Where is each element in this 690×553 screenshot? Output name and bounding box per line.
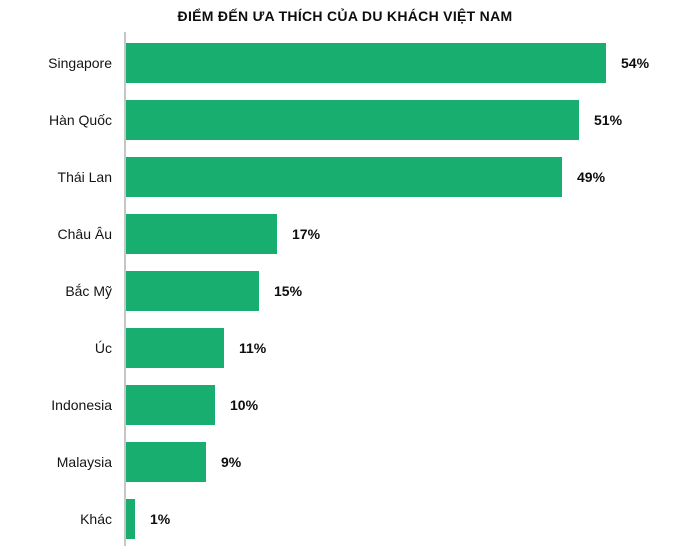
- bar-area: 54%: [126, 42, 650, 83]
- bar: [126, 99, 579, 140]
- category-label: Indonesia: [51, 396, 112, 413]
- category-label: Hàn Quốc: [48, 111, 112, 128]
- bar: [126, 270, 259, 311]
- category-label: Khác: [80, 510, 112, 527]
- bar-area: 15%: [126, 270, 303, 311]
- chart-plot-area: Singapore 54% Hàn Quốc 51% Thái Lan 49% Châu Â…: [0, 32, 690, 549]
- value-label: 11%: [239, 339, 267, 356]
- bar: [126, 213, 277, 254]
- chart-row: Thái Lan 49%: [0, 148, 690, 205]
- bar-area: 51%: [126, 99, 623, 140]
- value-label: 1%: [150, 510, 171, 527]
- chart-title: ĐIỂM ĐẾN ƯA THÍCH CỦA DU KHÁCH VIỆT NAM: [177, 8, 513, 24]
- bar: [126, 156, 562, 197]
- chart-row: Châu Âu 17%: [0, 205, 690, 262]
- bar-area: 11%: [126, 327, 267, 368]
- chart-row: Indonesia 10%: [0, 376, 690, 433]
- bar-area: 1%: [126, 498, 171, 539]
- bar-area: 10%: [126, 384, 259, 425]
- category-label: Thái Lan: [57, 168, 112, 185]
- chart-row: Bắc Mỹ 15%: [0, 262, 690, 319]
- value-label: 9%: [221, 453, 242, 470]
- value-label: 10%: [230, 396, 259, 413]
- bar-area: 17%: [126, 213, 321, 254]
- chart-row: Khác 1%: [0, 490, 690, 547]
- bar: [126, 384, 215, 425]
- value-label: 49%: [577, 168, 606, 185]
- category-label: Malaysia: [56, 453, 112, 470]
- bar: [126, 498, 135, 539]
- value-label: 17%: [292, 225, 321, 242]
- category-label: Bắc Mỹ: [65, 282, 112, 299]
- chart-row: Úc 11%: [0, 319, 690, 376]
- value-label: 15%: [274, 282, 303, 299]
- value-label: 51%: [594, 111, 623, 128]
- chart-row: Malaysia 9%: [0, 433, 690, 490]
- y-axis-line: [124, 32, 126, 546]
- bar-area: 49%: [126, 156, 606, 197]
- chart-row: Hàn Quốc 51%: [0, 91, 690, 148]
- chart-row: Singapore 54%: [0, 34, 690, 91]
- bar: [126, 441, 206, 482]
- bar-area: 9%: [126, 441, 242, 482]
- bar: [126, 327, 224, 368]
- bar: [126, 42, 606, 83]
- category-label: Singapore: [48, 54, 112, 71]
- value-label: 54%: [621, 54, 650, 71]
- category-label: Úc: [94, 339, 112, 356]
- category-label: Châu Âu: [57, 225, 112, 242]
